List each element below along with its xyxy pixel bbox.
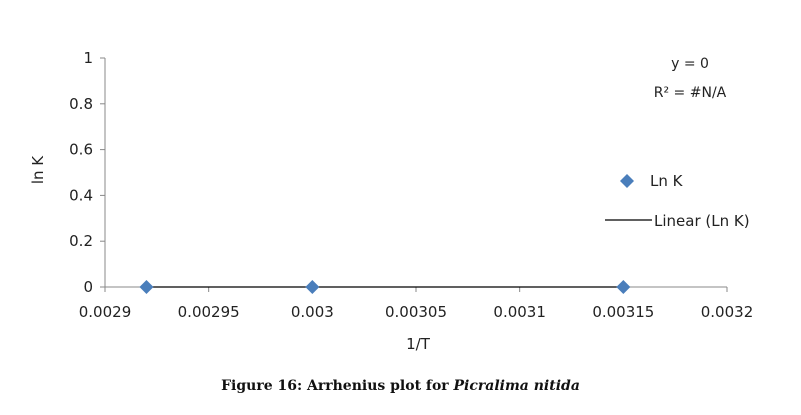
figure-caption: Figure 16: Arrhenius plot for Picralima … [0, 378, 801, 394]
axes [104, 58, 727, 288]
x-tick-label: 0.00295 [178, 303, 240, 321]
legend-marker-diamond [620, 174, 634, 188]
x-tick-label: 0.0031 [493, 303, 546, 321]
caption-prefix: Figure 16: Arrhenius plot for [221, 378, 454, 394]
data-points [139, 280, 631, 294]
x-ticks: 0.0029 0.00295 0.003 0.00305 0.0031 0.00315 0.… [79, 287, 754, 321]
y-tick-label: 0 [83, 278, 93, 296]
legend-label-ln-k: Ln K [650, 172, 684, 190]
x-tick-label: 0.003 [291, 303, 334, 321]
y-tick-label: 0.8 [69, 95, 93, 113]
data-point-diamond [616, 280, 631, 294]
y-tick-label: 0.2 [69, 232, 93, 250]
x-tick-label: 0.0032 [701, 303, 754, 321]
y-axis-title: ln K [29, 155, 47, 184]
x-tick-label: 0.0029 [79, 303, 132, 321]
data-point-diamond [305, 280, 320, 294]
y-tick-label: 0.4 [69, 186, 93, 204]
x-tick-label: 0.00305 [385, 303, 447, 321]
data-point-diamond [139, 280, 154, 294]
caption-species: Picralima nitida [453, 378, 580, 394]
legend: Ln K Linear (Ln K) [605, 172, 750, 230]
chart: 0.0029 0.00295 0.003 0.00305 0.0031 0.00315 0.… [29, 49, 754, 353]
r-squared-label: R² = #N/A [654, 85, 727, 101]
x-tick-label: 0.00315 [592, 303, 654, 321]
y-ticks: 0 0.2 0.4 0.6 0.8 1 [69, 49, 105, 296]
equation-label: y = 0 [671, 56, 709, 72]
legend-label-linear: Linear (Ln K) [654, 212, 750, 230]
y-tick-label: 1 [83, 49, 93, 67]
x-axis-title: 1/T [406, 335, 431, 353]
y-tick-label: 0.6 [69, 141, 93, 159]
